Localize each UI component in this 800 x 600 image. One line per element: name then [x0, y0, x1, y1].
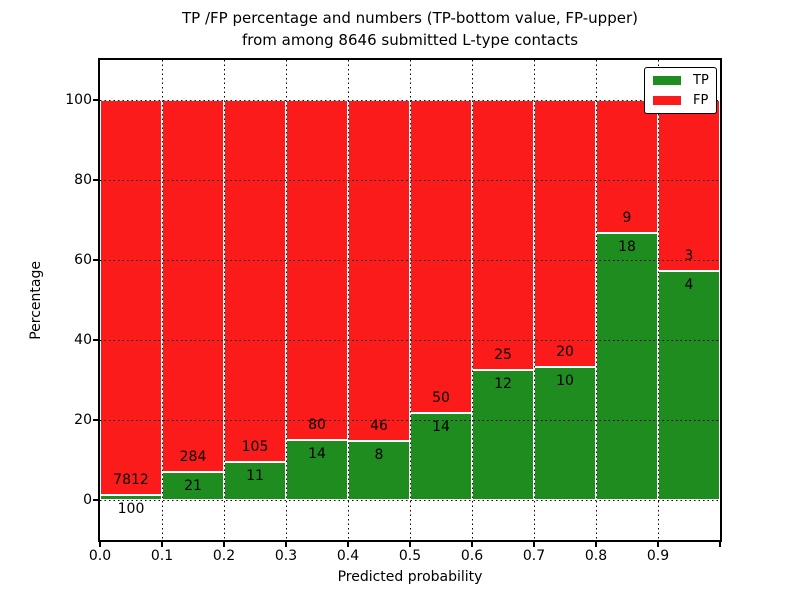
- tp-count-label: 14: [308, 446, 326, 463]
- x-tick-mark: [719, 542, 721, 547]
- fp-count-label: 7812: [113, 471, 149, 488]
- bar-segment-tp: [658, 271, 720, 500]
- y-tick-mark: [93, 179, 98, 181]
- x-tick-mark: [533, 542, 535, 547]
- bar-segment-tp: [472, 370, 534, 500]
- x-tick-label: 0.9: [646, 548, 670, 564]
- gridline-horizontal: [100, 339, 720, 341]
- legend-label: TP: [693, 72, 709, 88]
- fp-count-label: 20: [556, 343, 574, 360]
- fp-count-label: 80: [308, 417, 326, 434]
- y-tick-label: 80: [74, 172, 92, 188]
- x-tick-mark: [285, 542, 287, 547]
- gridline-vertical: [471, 60, 473, 540]
- bar-segment-fp: [100, 100, 162, 495]
- bar-segment-fp: [658, 100, 720, 272]
- gridline-vertical: [409, 60, 411, 540]
- bar-segment-tp: [224, 462, 286, 500]
- gridline-horizontal: [100, 419, 720, 421]
- bar-segment-tp: [534, 366, 596, 500]
- legend-label: FP: [693, 93, 709, 109]
- bar-segment-tp: [596, 233, 658, 500]
- bar-segment-fp: [286, 100, 348, 441]
- x-tick-label: 0.0: [88, 548, 112, 564]
- tp-count-label: 10: [556, 372, 574, 389]
- bar-segment-fp: [534, 100, 596, 367]
- fp-count-label: 3: [684, 248, 694, 265]
- tp-count-label: 18: [618, 239, 636, 256]
- y-axis-label-text: Percentage: [28, 260, 44, 340]
- tp-count-label: 12: [494, 376, 512, 393]
- y-tick-label: 100: [65, 92, 92, 108]
- chart-title-line-2: from among 8646 submitted L-type contact…: [241, 31, 579, 49]
- x-tick-label: 0.2: [212, 548, 236, 564]
- tp-count-label: 4: [684, 277, 694, 294]
- tp-count-label: 14: [432, 418, 450, 435]
- x-tick-label: 0.3: [274, 548, 298, 564]
- x-tick-label: 0.8: [584, 548, 608, 564]
- gridline-vertical: [223, 60, 225, 540]
- y-tick-label: 40: [74, 332, 92, 348]
- gridline-vertical: [533, 60, 535, 540]
- x-tick-label: 0.5: [398, 548, 422, 564]
- bar-segment-fp: [472, 100, 534, 371]
- bar-segment-fp: [348, 100, 410, 441]
- y-tick-mark: [93, 419, 98, 421]
- y-tick-mark: [93, 99, 98, 101]
- x-tick-mark: [223, 542, 225, 547]
- gridline-vertical: [161, 60, 163, 540]
- y-tick-label: 0: [83, 492, 92, 508]
- bar-segment-fp: [596, 100, 658, 234]
- x-tick-label: 0.1: [150, 548, 174, 564]
- gridline-horizontal: [100, 259, 720, 261]
- gridline-horizontal: [100, 179, 720, 181]
- bar-segment-fp: [224, 100, 286, 463]
- fp-count-label: 50: [432, 389, 450, 406]
- x-axis-label: Predicted probability: [337, 569, 483, 585]
- y-tick-label: 20: [74, 412, 92, 428]
- gridline-vertical: [657, 60, 659, 540]
- x-tick-label: 0.7: [522, 548, 546, 564]
- tp-count-label: 100: [117, 500, 145, 517]
- x-tick-mark: [161, 542, 163, 547]
- legend: TP FP: [644, 67, 717, 114]
- fp-count-label: 25: [494, 347, 512, 364]
- y-tick-mark: [93, 339, 98, 341]
- y-tick-mark: [93, 259, 98, 261]
- tp-count-label: 21: [184, 478, 202, 495]
- legend-swatch-fp-icon: [653, 96, 681, 106]
- gridline-vertical: [595, 60, 597, 540]
- x-tick-mark: [595, 542, 597, 547]
- x-tick-label: 0.4: [336, 548, 360, 564]
- x-tick-mark: [99, 542, 101, 547]
- fp-count-label: 284: [179, 449, 207, 466]
- tp-count-label: 8: [374, 446, 384, 463]
- fp-count-label: 46: [370, 417, 388, 434]
- x-tick-mark: [471, 542, 473, 547]
- fp-count-label: 9: [622, 210, 632, 227]
- y-tick-label: 60: [74, 252, 92, 268]
- legend-entry-fp: FP: [653, 94, 710, 107]
- fp-count-label: 105: [241, 439, 269, 456]
- y-axis-label: Percentage: [26, 60, 46, 540]
- gridline-vertical: [285, 60, 287, 540]
- gridline-horizontal: [100, 99, 720, 101]
- gridline-horizontal: [100, 499, 720, 501]
- gridline-vertical: [347, 60, 349, 540]
- x-tick-mark: [657, 542, 659, 547]
- tp-count-label: 11: [246, 468, 264, 485]
- plot-area: 7812 100 284 21 105 11 80 14 46 8 50 14 25 12 20 10 9 18 3…: [100, 60, 720, 540]
- y-tick-mark: [93, 499, 98, 501]
- x-tick-label: 0.6: [460, 548, 484, 564]
- legend-swatch-tp-icon: [653, 75, 681, 85]
- chart-title-line-1: TP /FP percentage and numbers (TP-bottom…: [182, 9, 638, 27]
- chart-title: TP /FP percentage and numbers (TP-bottom…: [100, 7, 720, 51]
- bar-segment-fp: [410, 100, 472, 413]
- legend-entry-tp: TP: [653, 74, 710, 87]
- x-tick-mark: [409, 542, 411, 547]
- bar-segment-fp: [162, 100, 224, 473]
- x-tick-mark: [347, 542, 349, 547]
